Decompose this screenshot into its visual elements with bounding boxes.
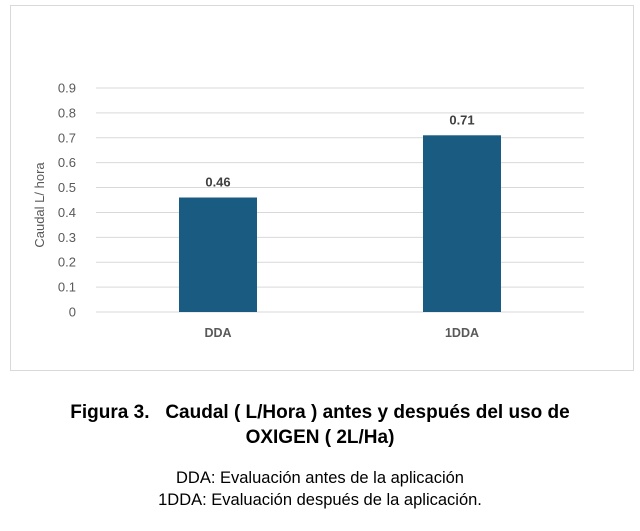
y-axis-ticks: 0 0.1 0.2 0.3 0.4 0.5 0.6 0.7 0.8 0.9	[58, 81, 76, 320]
x-axis-categories: DDA 1DDA	[204, 326, 479, 340]
y-tick-label: 0.5	[58, 180, 76, 195]
bar-dda	[179, 197, 257, 312]
gridlines	[96, 87, 584, 313]
chart-frame: 0 0.1 0.2 0.3 0.4 0.5 0.6 0.7 0.8 0.9 0.46 0.71 DD…	[10, 5, 634, 371]
y-tick-label: 0.9	[58, 81, 76, 96]
figure-caption-title: Figura 3. Caudal ( L/Hora ) antes y desp…	[70, 402, 570, 448]
figure-note-dda: DDA: Evaluación antes de la aplicación	[175, 469, 464, 487]
x-category-label-1dda: 1DDA	[445, 326, 479, 340]
y-tick-label: 0.8	[58, 105, 76, 120]
y-tick-label: 0.1	[58, 280, 76, 295]
y-tick-label: 0.2	[58, 255, 76, 270]
bar-chart: 0 0.1 0.2 0.3 0.4 0.5 0.6 0.7 0.8 0.9 0.46 0.71 DD…	[32, 81, 584, 340]
y-axis-label: Caudal L/ hora	[32, 162, 47, 248]
y-tick-label: 0.6	[58, 155, 76, 170]
x-category-label-dda: DDA	[204, 326, 231, 340]
y-tick-label: 0.3	[58, 230, 76, 245]
data-label-1dda: 0.71	[449, 112, 474, 127]
figure-note-1dda: 1DDA: Evaluación después de la aplicació…	[158, 491, 482, 509]
y-tick-label: 0	[69, 305, 76, 320]
data-label-dda: 0.46	[205, 175, 230, 190]
data-labels: 0.46 0.71	[205, 112, 474, 189]
bar-1dda	[423, 135, 501, 312]
bars	[179, 135, 501, 312]
y-tick-label: 0.7	[58, 130, 76, 145]
y-tick-label: 0.4	[58, 205, 76, 220]
